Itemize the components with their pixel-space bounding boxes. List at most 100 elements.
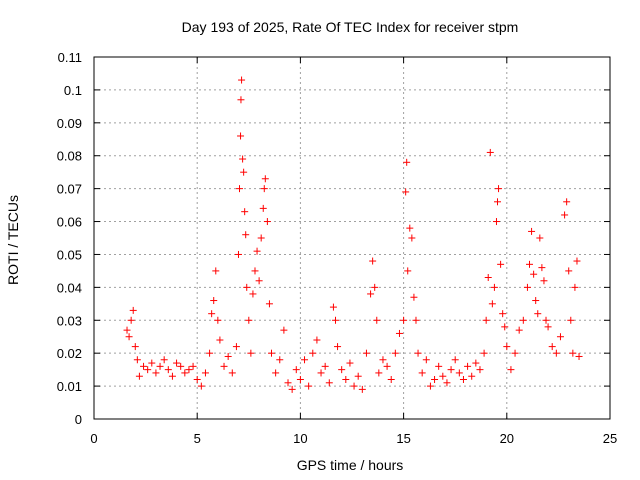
data-point	[268, 349, 276, 357]
data-point	[526, 260, 534, 268]
data-point	[292, 366, 300, 374]
data-point	[544, 323, 552, 331]
data-point	[354, 372, 362, 380]
y-tick-label: 0.01	[57, 379, 82, 394]
y-tick-label: 0.02	[57, 346, 82, 361]
data-point	[263, 218, 271, 226]
data-point	[426, 382, 434, 390]
data-points	[123, 76, 583, 393]
data-point	[480, 349, 488, 357]
data-point	[243, 283, 251, 291]
grid-lines	[94, 57, 610, 419]
data-point	[259, 204, 267, 212]
data-point	[189, 362, 197, 370]
data-point	[232, 343, 240, 351]
data-point	[403, 158, 411, 166]
axis-ticks	[93, 56, 611, 420]
data-point	[488, 300, 496, 308]
data-point	[532, 297, 540, 305]
data-point	[236, 185, 244, 193]
data-point	[224, 352, 232, 360]
data-point	[249, 290, 257, 298]
data-point	[567, 316, 575, 324]
y-tick-label: 0.07	[57, 182, 82, 197]
data-point	[536, 234, 544, 242]
data-point	[313, 336, 321, 344]
x-tick-label: 20	[500, 431, 514, 446]
y-tick-label: 0.11	[58, 50, 82, 65]
data-point	[497, 260, 505, 268]
data-point	[131, 343, 139, 351]
data-point	[181, 369, 189, 377]
data-point	[373, 316, 381, 324]
data-point	[125, 333, 133, 341]
data-point	[565, 267, 573, 275]
data-point	[404, 267, 412, 275]
data-point	[515, 326, 523, 334]
y-tick-label: 0.06	[57, 215, 82, 230]
data-point	[412, 316, 420, 324]
data-point	[329, 303, 337, 311]
data-point	[201, 369, 209, 377]
data-point	[538, 264, 546, 272]
data-point	[240, 168, 248, 176]
data-point	[216, 336, 224, 344]
data-point	[228, 369, 236, 377]
data-point	[455, 369, 463, 377]
data-point	[408, 234, 416, 242]
data-point	[212, 267, 220, 275]
data-point	[542, 316, 550, 324]
data-point	[276, 356, 284, 364]
data-point	[288, 385, 296, 393]
y-tick-label: 0.09	[57, 116, 82, 131]
data-point	[160, 356, 168, 364]
data-point	[459, 376, 467, 384]
data-point	[265, 300, 273, 308]
data-point	[144, 366, 152, 374]
data-point	[375, 369, 383, 377]
data-point	[241, 208, 249, 216]
data-point	[400, 316, 408, 324]
data-point	[309, 349, 317, 357]
data-point	[257, 234, 265, 242]
data-point	[494, 198, 502, 206]
data-point	[422, 356, 430, 364]
data-point	[261, 175, 269, 183]
data-point	[321, 362, 329, 370]
data-point	[133, 356, 141, 364]
data-point	[447, 366, 455, 374]
data-point	[237, 96, 245, 104]
y-tick-label: 0.04	[57, 280, 82, 295]
data-point	[152, 369, 160, 377]
data-point	[127, 316, 135, 324]
data-point	[395, 329, 403, 337]
data-point	[325, 379, 333, 387]
data-point	[234, 250, 242, 258]
x-tick-label: 0	[90, 431, 97, 446]
data-point	[490, 283, 498, 291]
data-point	[284, 379, 292, 387]
data-point	[523, 283, 531, 291]
data-point	[214, 316, 222, 324]
data-point	[140, 362, 148, 370]
data-point	[439, 372, 447, 380]
data-point	[472, 359, 480, 367]
data-point	[563, 198, 571, 206]
data-point	[492, 218, 500, 226]
data-point	[255, 277, 263, 285]
data-point	[168, 372, 176, 380]
data-point	[431, 376, 439, 384]
data-point	[371, 283, 379, 291]
data-point	[338, 366, 346, 374]
x-tick-label: 15	[396, 431, 410, 446]
data-point	[296, 376, 304, 384]
data-point	[334, 343, 342, 351]
data-point	[548, 343, 556, 351]
data-point	[482, 316, 490, 324]
data-point	[503, 343, 511, 351]
data-point	[242, 231, 250, 239]
data-point	[220, 362, 228, 370]
data-point	[350, 382, 358, 390]
data-point	[185, 366, 193, 374]
data-point	[280, 326, 288, 334]
